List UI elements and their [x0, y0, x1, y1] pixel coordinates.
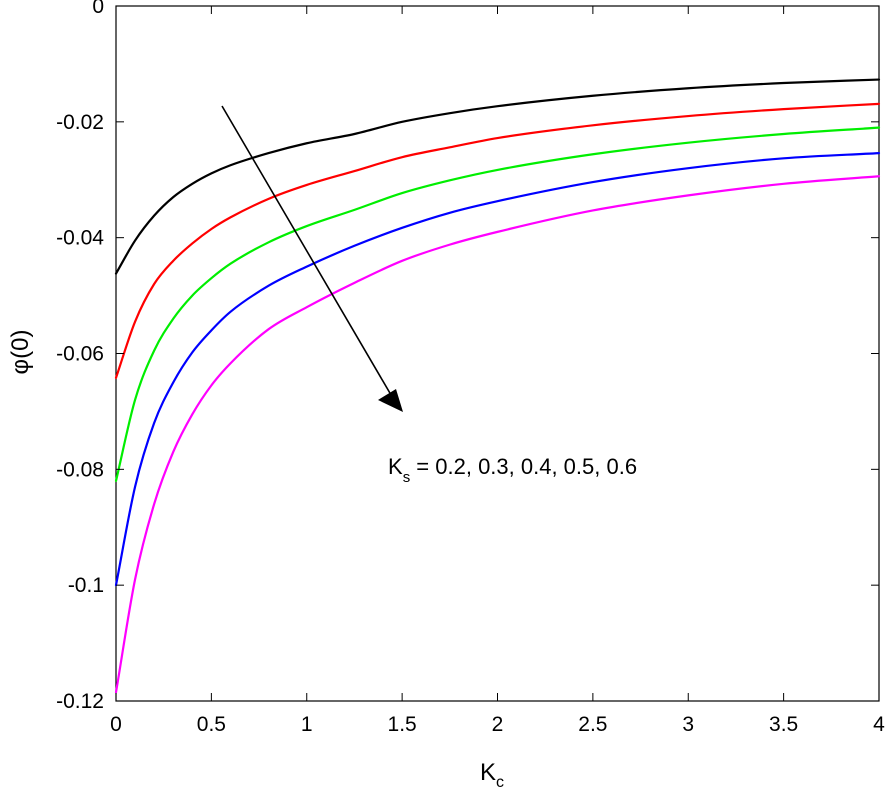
- y-axis-label: φ(0): [7, 330, 34, 375]
- series-line-1: [114, 78, 881, 275]
- y-tick-label: -0.08: [56, 458, 104, 481]
- x-tick-label: 3: [682, 713, 694, 736]
- x-tick-label: 2: [492, 713, 504, 736]
- ticks-layer: 0 0.5 1 1.5 2 2.5 3 3.5 4 0 -0.02 -0.04 -0.06 -0.08 -0…: [56, 0, 885, 736]
- series-line-4: [114, 152, 881, 587]
- y-tick-label: -0.02: [56, 111, 104, 134]
- y-tick-label: -0.06: [56, 343, 104, 366]
- series-line-5: [114, 175, 881, 694]
- annotation-sub: s: [403, 469, 411, 486]
- x-tick-label: 3.5: [769, 713, 798, 736]
- x-axis-label-sub: c: [496, 774, 504, 791]
- x-tick-label: 0: [110, 713, 122, 736]
- x-axis-label-main: K: [480, 759, 496, 786]
- y-tick-label: -0.12: [56, 690, 104, 713]
- y-tick-label: -0.04: [56, 227, 104, 250]
- annotation-main: K: [388, 454, 403, 479]
- x-tick-label: 4: [873, 713, 885, 736]
- y-tick-label: -0.1: [68, 574, 104, 597]
- y-tick-label: 0: [92, 0, 104, 18]
- series-line-2: [114, 102, 881, 379]
- annotation-values: = 0.2, 0.3, 0.4, 0.5, 0.6: [410, 454, 637, 479]
- x-tick-label: 2.5: [578, 713, 607, 736]
- x-tick-label: 0.5: [197, 713, 226, 736]
- annotation-arrow: [221, 105, 403, 412]
- series-line-3: [114, 126, 881, 483]
- x-tick-label: 1.5: [388, 713, 417, 736]
- series-layer: [114, 78, 881, 694]
- x-tick-label: 1: [301, 713, 313, 736]
- annotation-label: Ks = 0.2, 0.3, 0.4, 0.5, 0.6: [388, 454, 637, 486]
- x-axis-label: Kc: [480, 759, 504, 791]
